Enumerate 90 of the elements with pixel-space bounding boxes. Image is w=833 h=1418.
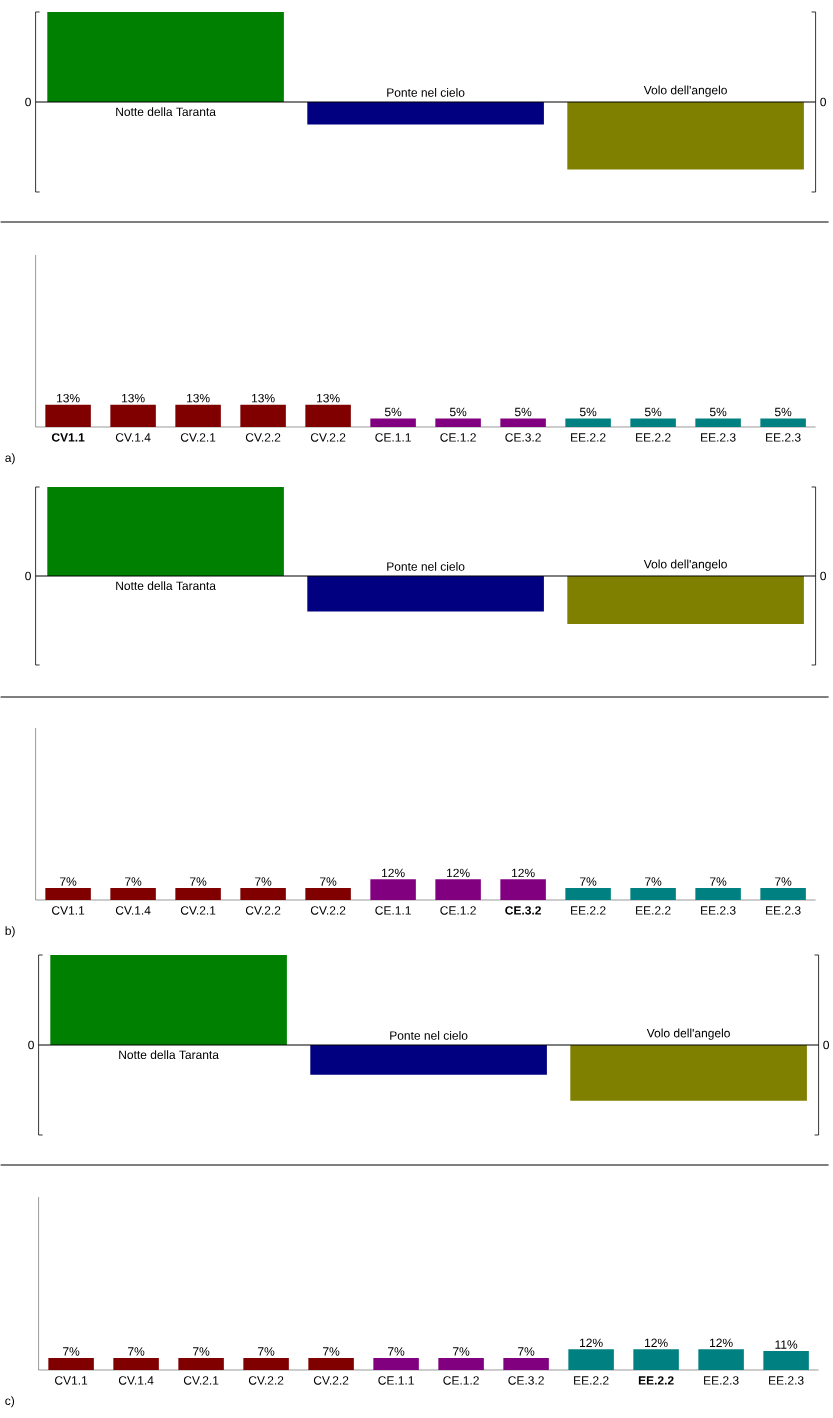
x-tick-label: CE.1.1: [378, 1376, 414, 1385]
data-label: 13%: [251, 393, 275, 403]
text: 0: [24, 571, 31, 581]
data-label: 12%: [511, 868, 535, 878]
x-tick-label: Ponte nel cielo: [386, 87, 465, 97]
data-label: 7%: [62, 1347, 80, 1356]
x-tick-label: CE.1.1: [375, 906, 411, 915]
data-label: 5%: [644, 407, 662, 417]
data-label: 12%: [579, 1338, 603, 1348]
x-tick-label: CE.1.2: [440, 906, 476, 915]
data-label: 7%: [774, 877, 792, 886]
data-label: 7%: [192, 1347, 210, 1356]
x-tick-label: CV.2.1: [180, 906, 216, 915]
data-label: 11%: [775, 1340, 797, 1349]
data-label: 7%: [709, 877, 727, 886]
x-tick-label: EE.2.3: [765, 906, 801, 915]
x-tick-label: CV.2.2: [248, 1376, 284, 1385]
x-tick-label: Notte della Taranta: [115, 107, 216, 116]
x-tick-label: EE.2.2: [573, 1376, 609, 1385]
x-tick-label: Notte della Taranta: [118, 1050, 219, 1059]
x-tick-label: EE.2.3: [700, 906, 736, 915]
data-label: 13%: [316, 393, 340, 403]
data-label: 7%: [254, 877, 272, 886]
data-label: 12%: [709, 1338, 733, 1348]
x-tick-label: CV1.1: [51, 433, 85, 442]
data-label: 7%: [257, 1347, 275, 1356]
x-tick-label: EE.2.2: [570, 433, 606, 442]
data-label: 12%: [381, 868, 405, 878]
x-tick-label: CV.2.1: [183, 1376, 219, 1385]
x-tick-label: Ponte nel cielo: [389, 1030, 468, 1040]
data-label: 7%: [452, 1347, 470, 1356]
text: c): [5, 1396, 14, 1408]
x-tick-label: CE.1.2: [440, 433, 476, 442]
x-tick-label: EE.2.2: [570, 906, 606, 915]
x-tick-label: EE.2.3: [700, 433, 736, 442]
text: 0: [24, 97, 31, 107]
x-tick-label: EE.2.2: [638, 1376, 674, 1385]
x-tick-label: CV.1.4: [118, 1376, 154, 1385]
data-label: 7%: [59, 877, 77, 886]
x-tick-label: CV1.1: [51, 906, 84, 915]
x-tick-label: CV.2.2: [245, 906, 281, 915]
data-label: 5%: [514, 407, 532, 417]
data-label: 5%: [384, 407, 402, 417]
data-label: 5%: [774, 407, 792, 417]
data-label: 7%: [322, 1347, 340, 1356]
x-tick-label: CE.3.2: [505, 433, 541, 442]
text: 0: [27, 1040, 34, 1050]
x-tick-label: CV.2.1: [180, 433, 216, 442]
x-tick-label: EE.2.2: [635, 906, 671, 915]
x-tick-label: CV1.1: [54, 1376, 87, 1385]
text: 0: [820, 571, 826, 581]
x-tick-label: CE.1.2: [443, 1376, 479, 1385]
data-label: 7%: [387, 1347, 405, 1356]
text: 0: [820, 97, 826, 107]
text: 0: [823, 1040, 829, 1050]
data-label: 5%: [449, 407, 467, 417]
data-label: 7%: [579, 877, 597, 886]
x-tick-label: CV.2.2: [245, 433, 281, 442]
text: a): [5, 453, 15, 465]
data-label: 5%: [579, 407, 597, 417]
x-tick-label: CE.1.1: [375, 433, 411, 442]
data-label: 13%: [186, 393, 210, 403]
x-tick-label: CE.3.2: [508, 1376, 544, 1385]
text: b): [5, 926, 15, 938]
x-tick-label: Notte della Taranta: [115, 581, 216, 590]
data-label: 7%: [319, 877, 337, 886]
x-tick-label: EE.2.3: [768, 1376, 804, 1385]
data-label: 13%: [56, 393, 80, 403]
data-label: 12%: [446, 868, 470, 878]
x-tick-label: EE.2.3: [703, 1376, 739, 1385]
x-tick-label: Ponte nel cielo: [386, 561, 465, 571]
data-label: 7%: [644, 877, 662, 886]
x-tick-label: EE.2.2: [635, 433, 671, 442]
x-tick-label: CV.2.2: [310, 433, 346, 442]
x-tick-label: CV.2.2: [313, 1376, 349, 1385]
data-label: 12%: [644, 1338, 668, 1348]
x-tick-label: CV.2.2: [310, 906, 346, 915]
x-tick-label: CE.3.2: [505, 906, 541, 915]
x-tick-label: CV.1.4: [115, 906, 151, 915]
x-tick-label: EE.2.3: [765, 433, 801, 442]
data-label: 7%: [127, 1347, 145, 1356]
data-label: 13%: [121, 393, 145, 403]
x-tick-label: Volo dell'angelo: [646, 1028, 730, 1040]
x-tick-label: CV.1.4: [115, 433, 151, 442]
data-label: 5%: [709, 407, 727, 417]
x-tick-label: Volo dell'angelo: [643, 85, 727, 97]
data-label: 7%: [124, 877, 142, 886]
data-label: 7%: [189, 877, 207, 886]
x-tick-label: Volo dell'angelo: [643, 559, 727, 571]
data-label: 7%: [517, 1347, 535, 1356]
